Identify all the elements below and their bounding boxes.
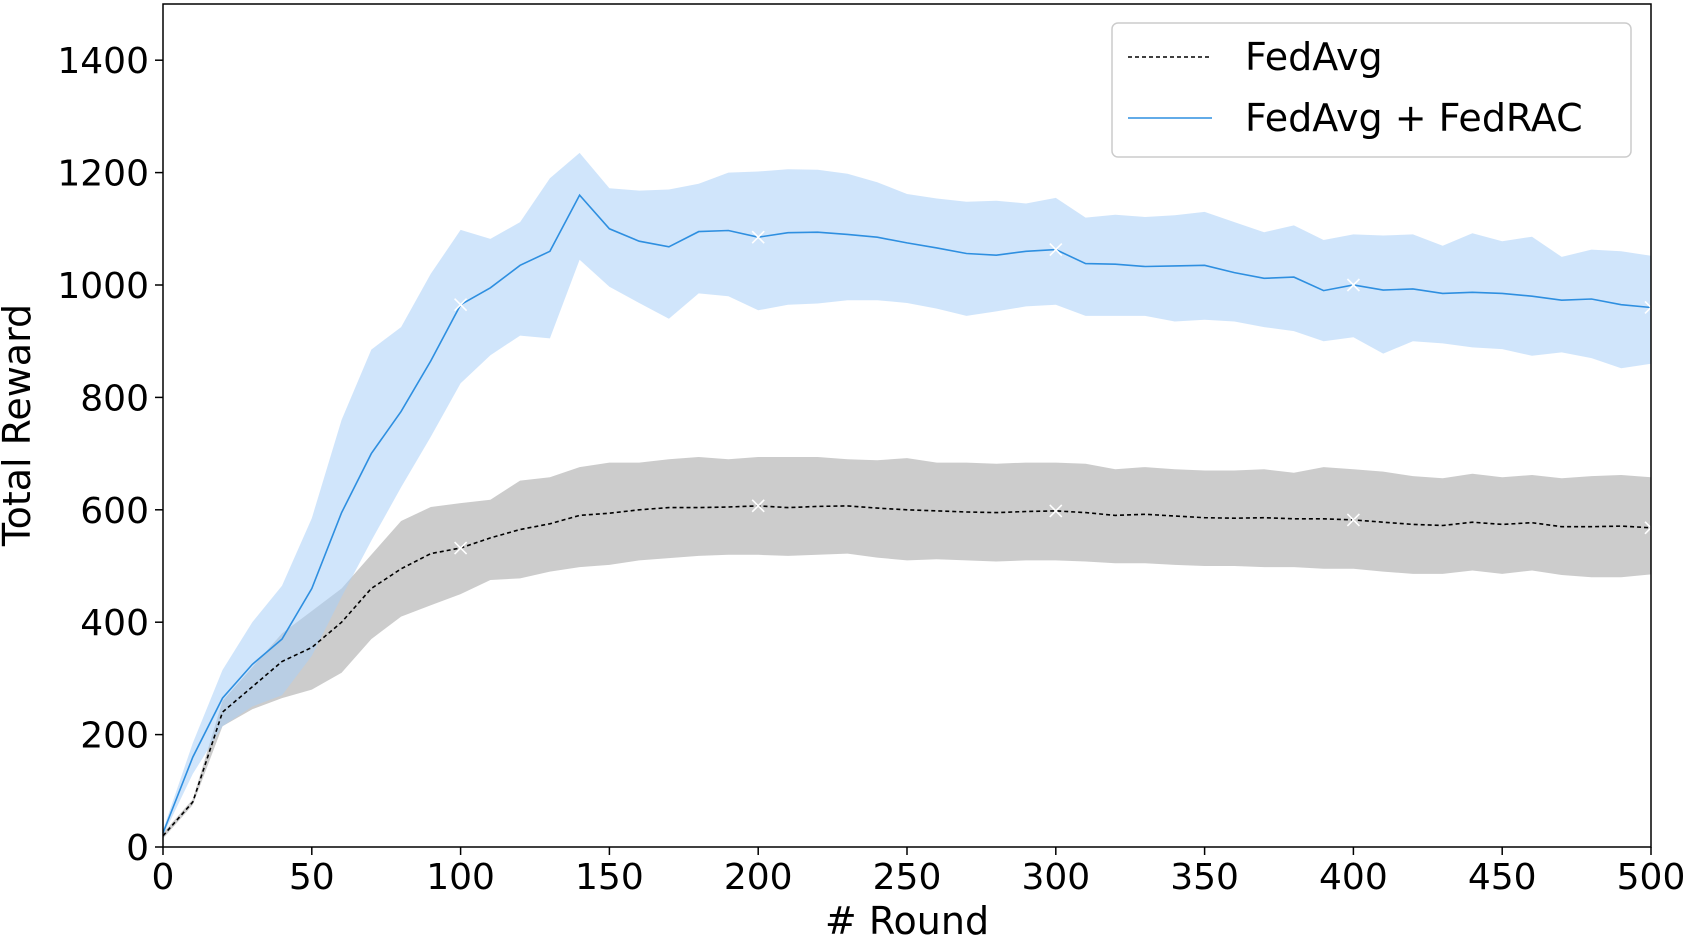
y-tick-label: 200 xyxy=(80,716,149,757)
x-tick-label: 100 xyxy=(426,857,495,898)
fedavg-legend-label: FedAvg xyxy=(1245,35,1383,79)
y-tick-label: 1400 xyxy=(57,41,149,82)
x-tick-label: 400 xyxy=(1319,857,1388,898)
x-axis-label: # Round xyxy=(825,899,989,937)
y-tick-label: 1200 xyxy=(57,154,149,195)
fedavg-marker xyxy=(1049,504,1063,518)
y-tick-label: 600 xyxy=(80,491,149,532)
x-tick-label: 300 xyxy=(1021,857,1090,898)
fedavg-fedrac-marker xyxy=(1346,278,1360,292)
fedavg-band xyxy=(163,457,1651,839)
y-tick-label: 1000 xyxy=(57,266,149,307)
fedavg-fedrac-marker xyxy=(1049,243,1063,257)
y-tick-label: 400 xyxy=(80,603,149,644)
x-tick-label: 500 xyxy=(1617,857,1686,898)
legend-box xyxy=(1111,22,1632,158)
y-axis-ticks: 0 200 400 600 800 1000 1200 1400 xyxy=(57,41,163,869)
y-tick-label: 0 xyxy=(126,828,149,869)
y-axis-label: Total Reward xyxy=(0,304,39,547)
fedavg-marker xyxy=(1346,513,1360,527)
fedavg-fedrac-marker xyxy=(751,230,765,244)
x-tick-label: 50 xyxy=(289,857,335,898)
fedavg-fedrac-marker xyxy=(454,298,468,312)
x-tick-label: 0 xyxy=(152,857,175,898)
fedavg-marker xyxy=(454,541,468,555)
fedavg-fedrac-band xyxy=(163,152,1651,836)
fedavg-fedrac-line xyxy=(162,193,1652,834)
x-tick-label: 450 xyxy=(1468,857,1537,898)
fedavg-fedrac-legend-label: FedAvg + FedRAC xyxy=(1245,96,1583,140)
legend: FedAvg FedAvg + FedRAC xyxy=(1111,22,1632,158)
confidence-bands xyxy=(163,152,1651,839)
series-lines xyxy=(162,193,1652,837)
y-tick-label: 800 xyxy=(80,378,149,419)
fedavg-line xyxy=(162,505,1652,837)
fedavg-marker xyxy=(751,499,765,513)
x-tick-label: 200 xyxy=(724,857,793,898)
x-axis-ticks: 0 50 100 150 200 250 300 350 400 450 500 xyxy=(152,847,1686,898)
x-tick-label: 350 xyxy=(1170,857,1239,898)
x-tick-label: 250 xyxy=(873,857,942,898)
x-tick-label: 150 xyxy=(575,857,644,898)
